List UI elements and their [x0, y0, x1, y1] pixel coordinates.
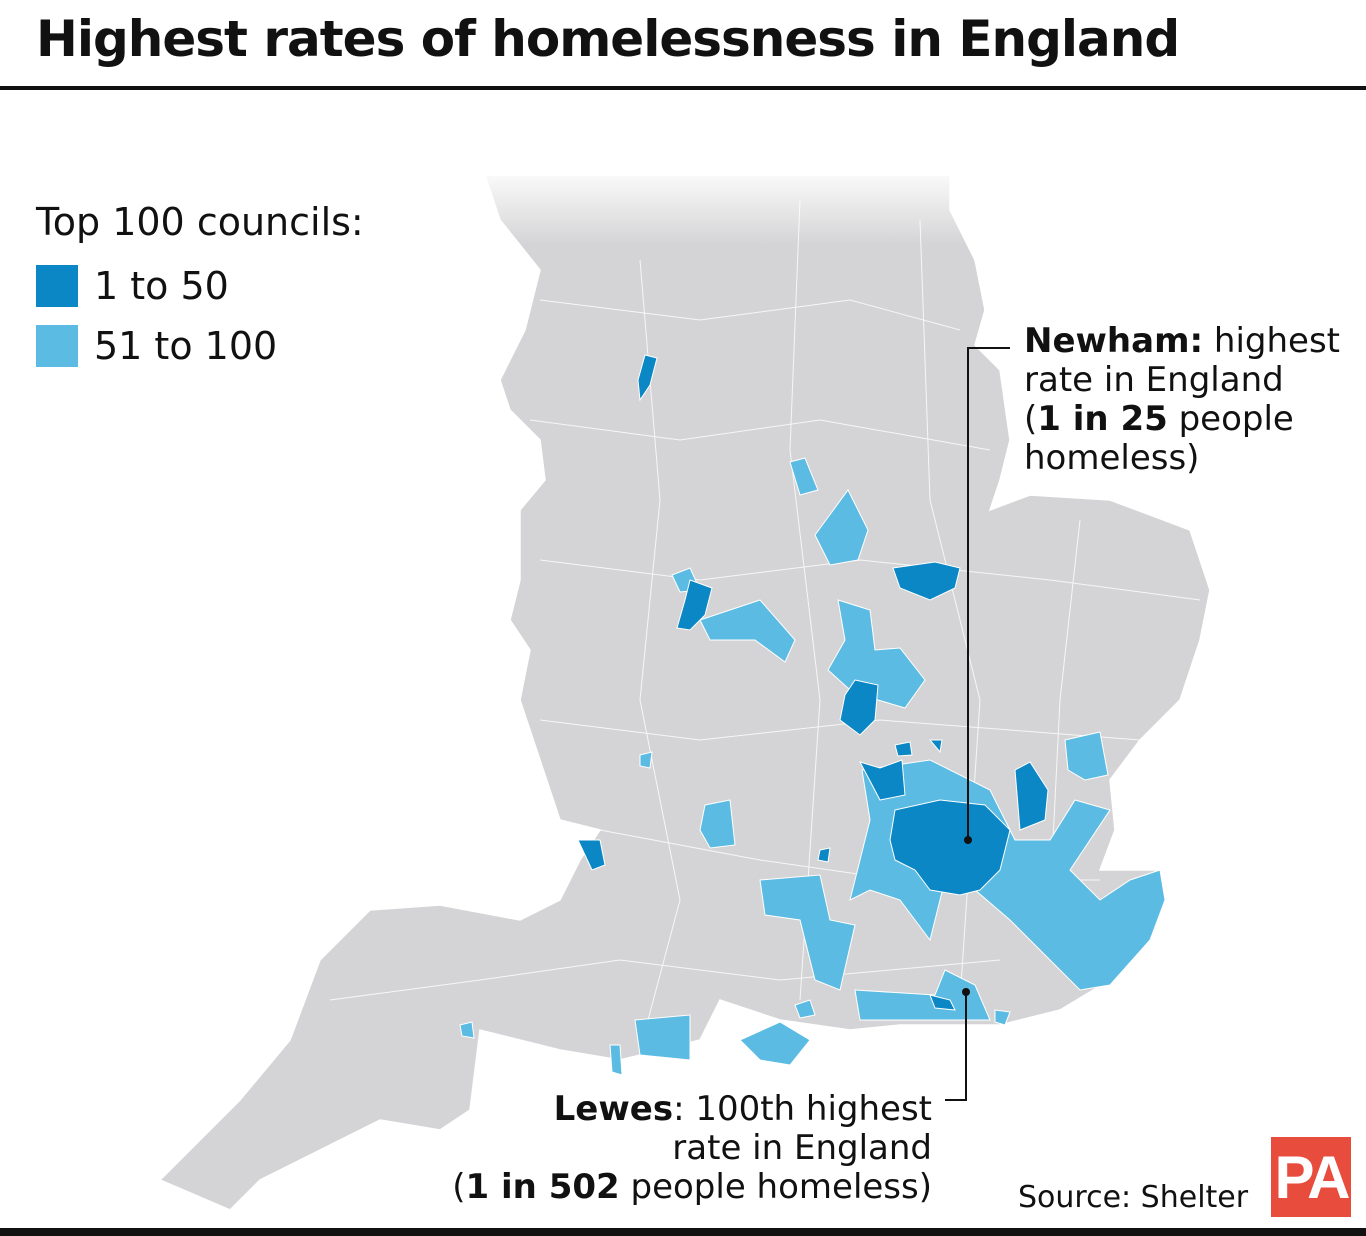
annotation-text: homeless) — [1024, 438, 1200, 478]
annotation-text: rate in England — [1024, 360, 1284, 400]
lewes-name: Lewes — [553, 1089, 674, 1129]
annotation-text: ( — [1024, 399, 1038, 439]
legend-item-top100: 51 to 100 — [36, 316, 364, 376]
newham-marker — [964, 836, 972, 844]
lewes-leader — [945, 992, 967, 1101]
legend-title: Top 100 councils: — [36, 200, 364, 244]
newham-annotation: Newham: highest rate in England (1 in 25… — [1024, 322, 1340, 478]
bottom-rule — [0, 1228, 1366, 1236]
lewes-stat: 1 in 502 — [465, 1167, 620, 1207]
north-fade — [470, 165, 970, 245]
annotation-text: people — [1167, 399, 1294, 439]
annotation-text: : 100th highest — [673, 1089, 932, 1129]
annotation-text: ( — [452, 1167, 466, 1207]
annotation-text: rate in England — [672, 1128, 932, 1168]
chart-title: Highest rates of homelessness in England — [36, 10, 1180, 68]
leader-lines — [945, 347, 1010, 1101]
legend-label: 1 to 50 — [94, 264, 229, 308]
title-divider — [0, 86, 1366, 90]
councils-1-50 — [577, 354, 1049, 1011]
legend: Top 100 councils: 1 to 50 51 to 100 — [36, 200, 364, 376]
source-credit: Source: Shelter — [1018, 1180, 1249, 1215]
pa-logo: PA — [1271, 1137, 1351, 1217]
annotation-text: people homeless) — [619, 1167, 932, 1207]
legend-swatch-dark — [36, 265, 78, 307]
council-borders — [329, 199, 1201, 1051]
england-land — [158, 174, 1211, 1211]
legend-label: 51 to 100 — [94, 324, 278, 368]
newham-leader — [967, 347, 1010, 840]
legend-swatch-light — [36, 325, 78, 367]
newham-stat: 1 in 25 — [1037, 399, 1168, 439]
annotation-text: highest — [1203, 321, 1341, 361]
lewes-annotation: Lewes: 100th highest rate in England (1 … — [452, 1090, 932, 1207]
lewes-marker — [962, 988, 970, 996]
newham-name: Newham: — [1024, 321, 1204, 361]
legend-item-top50: 1 to 50 — [36, 256, 364, 316]
